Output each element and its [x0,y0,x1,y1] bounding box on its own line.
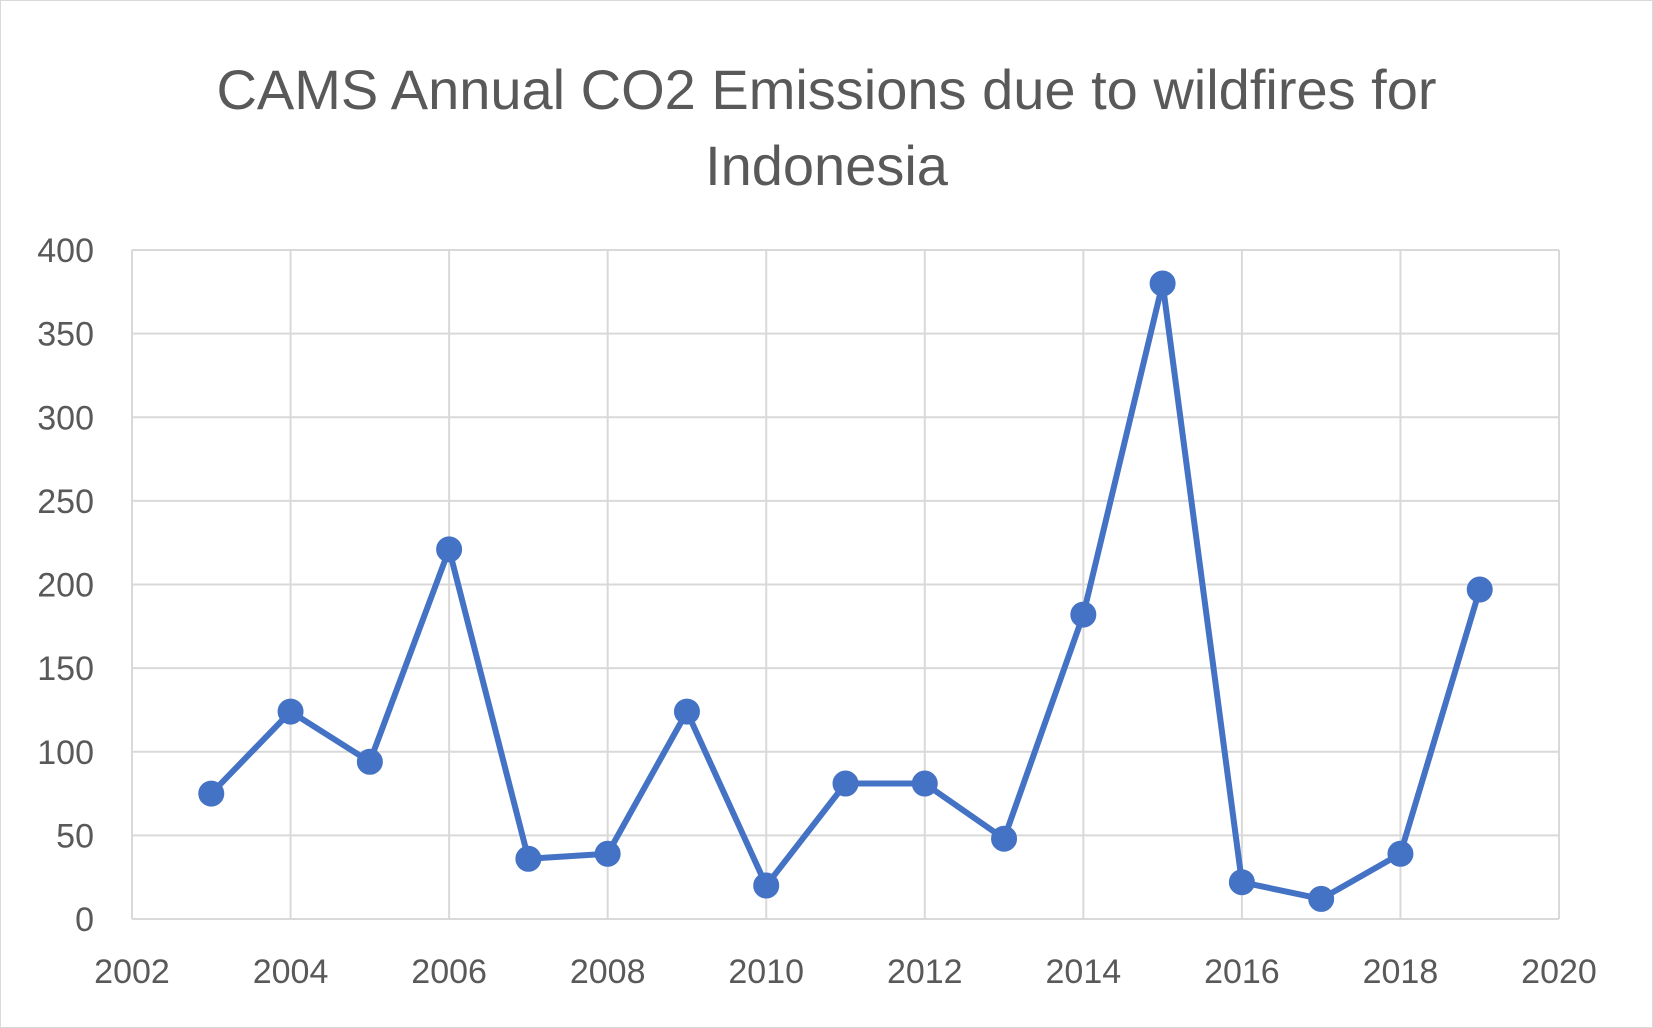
data-point [832,770,859,797]
data-point [1387,840,1414,867]
data-point [436,536,463,563]
x-tick-label: 2008 [570,953,646,991]
x-tick-label: 2002 [94,953,170,991]
data-point [753,872,780,899]
data-point [1466,576,1493,603]
y-tick-label: 100 [37,734,94,772]
y-tick-label: 350 [37,316,94,354]
data-point [277,698,304,725]
x-tick-label: 2006 [411,953,487,991]
chart-title: CAMS Annual CO2 Emissions due to wildfir… [0,52,1653,204]
y-tick-label: 200 [37,567,94,605]
chart-title-line-2: Indonesia [705,134,948,197]
data-point [673,698,700,725]
tick-labels: 0 50 100 150 200 250 300 350 400 2002 2004 2006 2008… [37,232,1597,991]
y-tick-label: 400 [37,232,94,270]
x-tick-label: 2018 [1363,953,1439,991]
x-tick-label: 2014 [1046,953,1122,991]
chart-title-line-1: CAMS Annual CO2 Emissions due to wildfir… [216,58,1437,121]
series-line [209,280,1483,902]
data-point [991,825,1018,852]
series [198,270,1493,912]
y-tick-label: 250 [37,483,94,521]
x-tick-label: 2004 [253,953,329,991]
grid [131,249,1560,920]
y-tick-label: 50 [56,817,94,855]
x-tick-label: 2016 [1204,953,1280,991]
data-point [515,845,542,872]
data-point [198,780,225,807]
data-point [1308,885,1335,912]
y-tick-label: 150 [37,650,94,688]
y-tick-label: 300 [37,399,94,437]
data-point [1228,869,1255,896]
data-point [594,840,621,867]
x-tick-label: 2010 [728,953,804,991]
data-point [1149,270,1176,297]
x-tick-label: 2020 [1521,953,1597,991]
data-point [356,748,383,775]
y-tick-label: 0 [75,901,94,939]
data-point [911,770,938,797]
x-tick-label: 2012 [887,953,963,991]
data-point [1070,601,1097,628]
